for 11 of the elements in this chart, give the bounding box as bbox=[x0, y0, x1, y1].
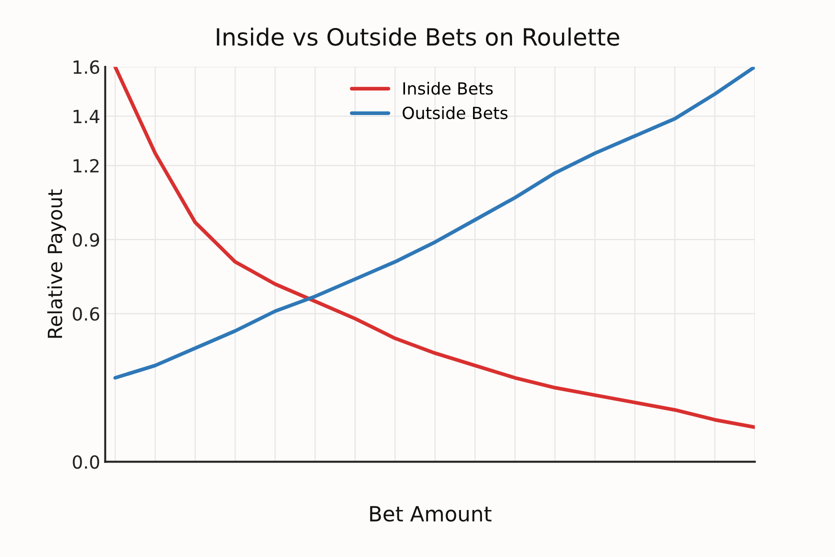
chart-title: Inside vs Outside Bets on Roulette bbox=[216, 28, 620, 46]
y-tick-label: 1.6 bbox=[74, 60, 100, 74]
y-tick-label: 0.6 bbox=[72, 307, 100, 321]
y-tick-label: 1.4 bbox=[74, 110, 100, 124]
x-axis-title: Bet Amount bbox=[370, 506, 492, 522]
y-tick-label: 1.2 bbox=[74, 159, 99, 172]
y-axis-title: Relative Payout bbox=[47, 189, 66, 338]
legend-label: Outside Bets bbox=[402, 106, 508, 120]
y-tick-label: 0.9 bbox=[72, 233, 100, 247]
y-tick-label: 0.0 bbox=[72, 455, 100, 469]
legend-label: Inside Bets bbox=[403, 82, 493, 95]
